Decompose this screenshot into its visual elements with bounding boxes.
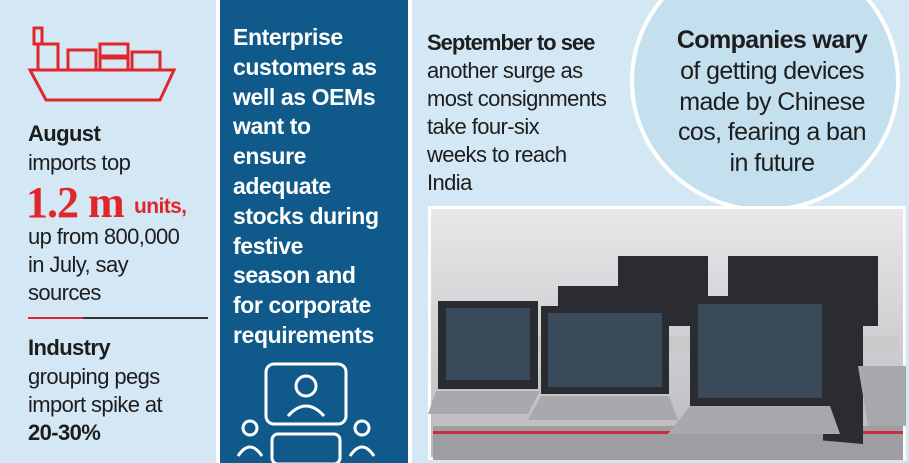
text: up from 800,000 <box>28 224 180 249</box>
text: import spike at <box>28 392 163 417</box>
text: most consignments <box>427 86 607 111</box>
text: season and <box>233 262 356 289</box>
text: cos, fearing a ban <box>678 118 867 146</box>
unit: units, <box>134 195 187 218</box>
text: weeks to reach <box>427 142 567 167</box>
callout-lead: Companies wary <box>676 26 868 54</box>
text: take four-six <box>427 114 540 139</box>
text: of getting devices <box>680 57 864 85</box>
ship-icon <box>27 26 177 102</box>
text: Enterprise <box>233 24 343 50</box>
people-icon <box>236 362 376 463</box>
text: ensure <box>233 143 307 170</box>
stat: 20-30% <box>28 420 101 445</box>
left-panel <box>0 0 216 463</box>
lead: August <box>28 121 101 146</box>
text: festive <box>233 232 304 259</box>
text: want to <box>233 113 311 140</box>
text: in July, say <box>28 252 129 277</box>
text: imports top <box>28 150 131 175</box>
text: sources <box>28 280 101 305</box>
text: adequate <box>233 173 331 199</box>
divider <box>28 317 208 319</box>
text: made by Chinese <box>679 87 865 116</box>
text: requirements <box>233 322 374 348</box>
figure: 1.2 m <box>26 178 125 227</box>
text: India <box>427 170 472 195</box>
laptop-photo <box>428 206 906 460</box>
text: customers as <box>233 53 377 80</box>
middle-panel <box>220 0 408 463</box>
lead: Industry <box>28 335 111 360</box>
text: another surge as <box>427 58 583 83</box>
text: stocks during <box>233 202 379 229</box>
lead: September to see <box>427 30 595 55</box>
text: grouping pegs <box>28 364 160 389</box>
text: for corporate <box>233 292 371 319</box>
text: in future <box>729 148 816 177</box>
text: well as OEMs <box>233 83 376 110</box>
